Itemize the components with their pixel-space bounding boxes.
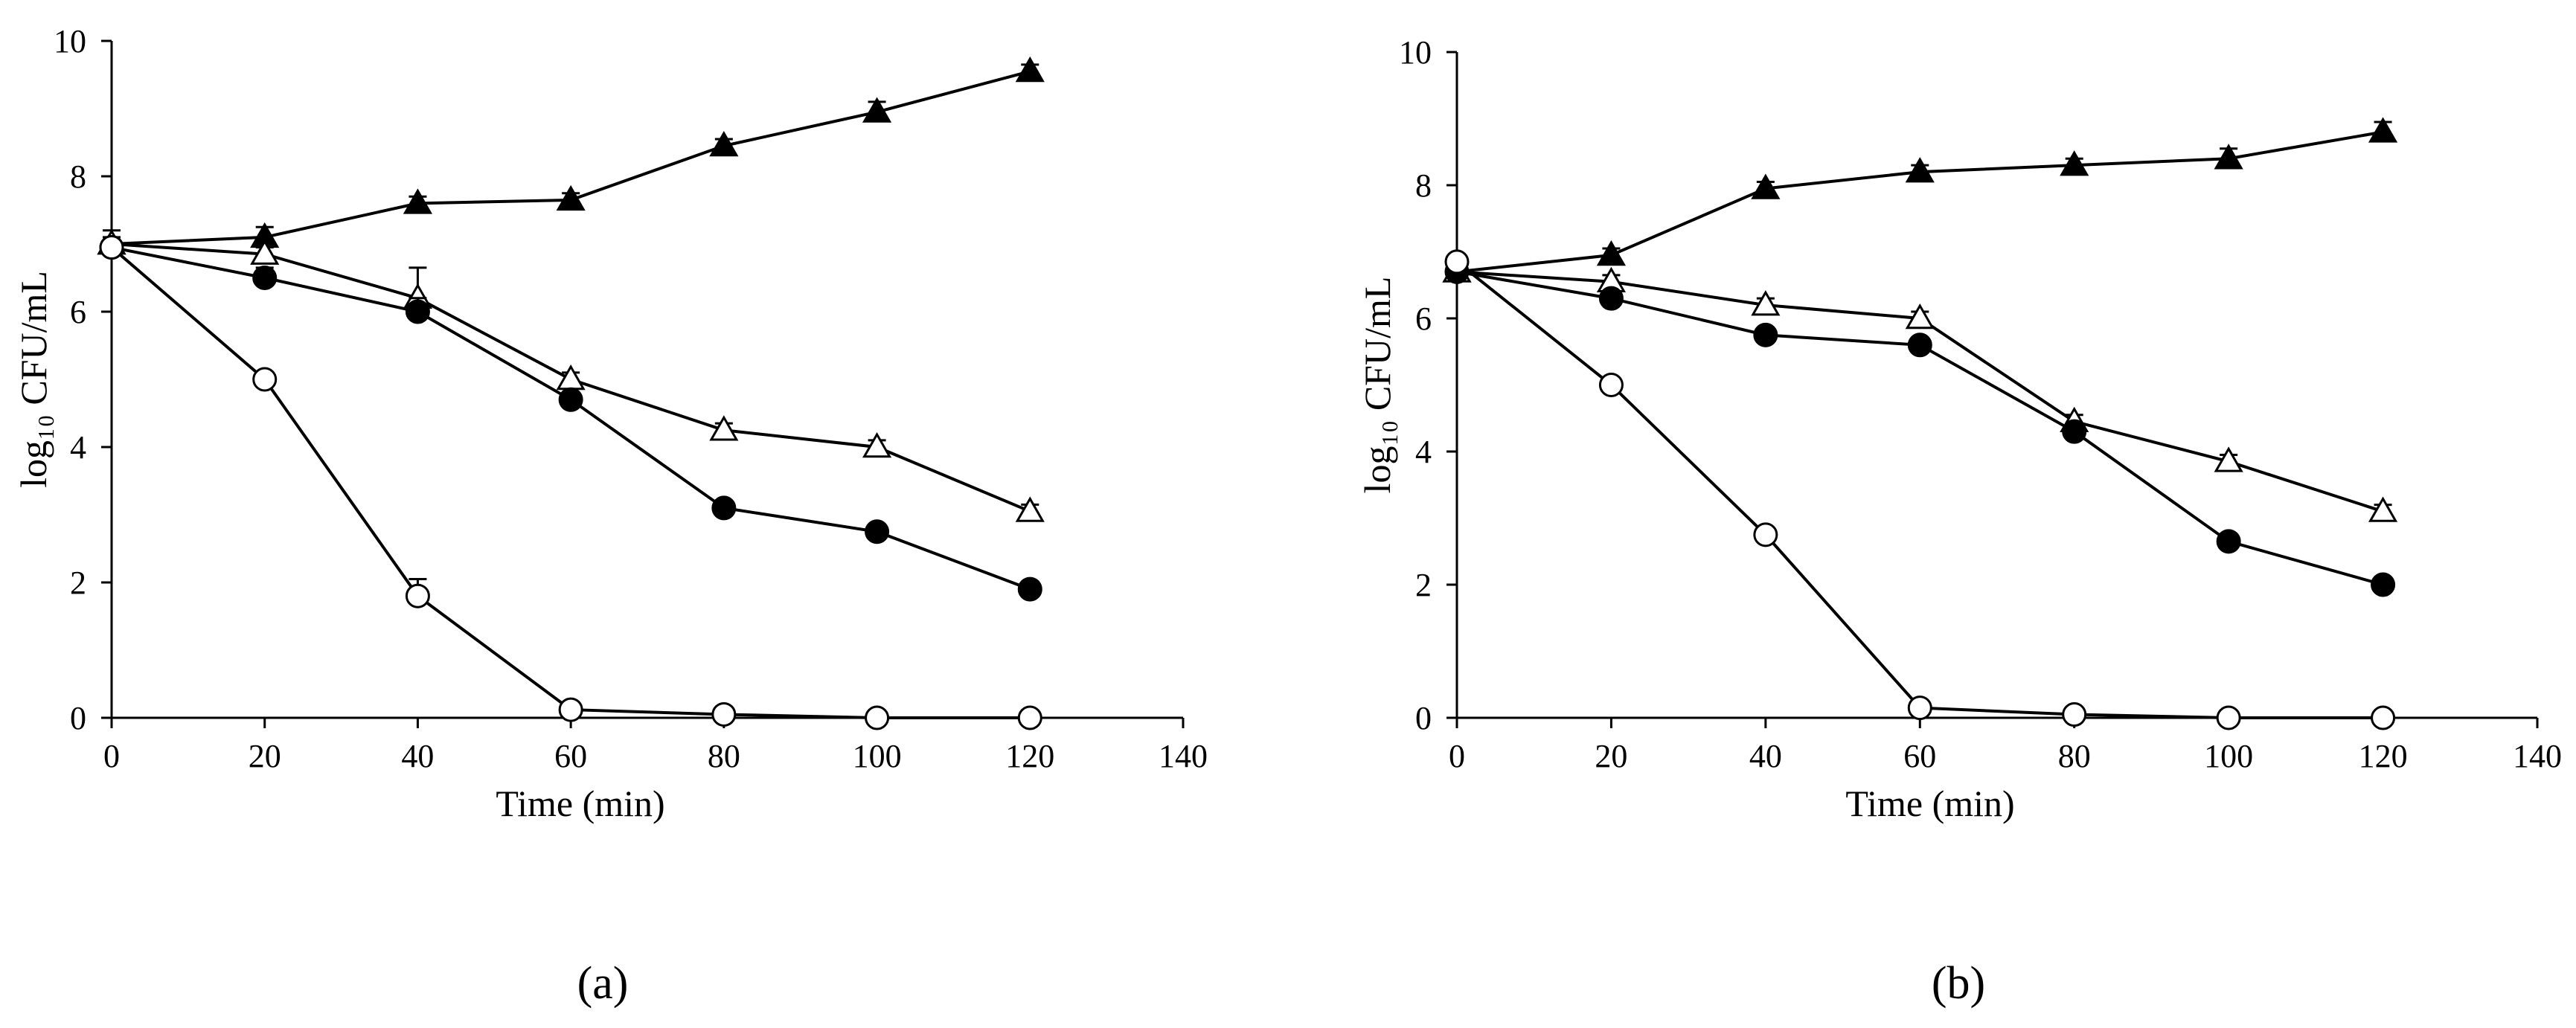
- data-point-circle: [1598, 373, 1624, 397]
- data-point-circle: [1017, 576, 1042, 602]
- y-axis-title: log₁₀ CFU/mL: [13, 271, 54, 488]
- y-tick-label: 8: [70, 158, 86, 195]
- series-line: [1455, 260, 2383, 719]
- series-open-triangle: [1442, 257, 2398, 522]
- data-point-circle: [252, 266, 278, 290]
- data-point-triangle: [2368, 496, 2398, 522]
- data-point-triangle: [1596, 240, 1627, 266]
- series-filled-circle: [99, 235, 1042, 602]
- y-tick-label: 0: [1415, 700, 1432, 736]
- data-point-triangle: [556, 184, 586, 211]
- x-tick-label: 20: [249, 738, 281, 774]
- data-point-triangle: [1905, 303, 1935, 330]
- data-point-circle: [252, 367, 278, 392]
- x-tick-label: 60: [554, 738, 587, 774]
- panel-b-chart: 0 20 40 60 80 100 120 140 0 2 4 6 8 10 Time (min) log₁₀…: [1356, 34, 2562, 1009]
- x-tick-label: 40: [401, 738, 434, 774]
- series-open-circle: [1444, 249, 2396, 730]
- data-point-triangle: [1751, 290, 1781, 316]
- panel-label: (b): [1932, 958, 1985, 1009]
- x-tick-label: 140: [2513, 738, 2562, 774]
- data-point-circle: [2062, 702, 2087, 727]
- x-tick-label: 120: [2359, 738, 2408, 774]
- data-point-circle: [711, 701, 737, 727]
- x-tick-label: 120: [1005, 738, 1054, 774]
- x-tick-label: 40: [1749, 738, 1782, 774]
- series-open-circle: [99, 235, 1042, 730]
- x-tick-label: 0: [1449, 738, 1465, 774]
- data-point-circle: [2371, 572, 2396, 597]
- series-filled-triangle: [1442, 117, 2398, 283]
- data-point-circle: [865, 519, 890, 544]
- data-point-circle: [711, 495, 737, 521]
- series-line: [1456, 130, 2383, 274]
- data-point-circle: [1598, 286, 1624, 311]
- y-tick-label: 6: [1415, 301, 1432, 337]
- series-filled-triangle: [97, 56, 1045, 255]
- data-point-triangle: [250, 239, 280, 265]
- data-point-triangle: [2214, 446, 2243, 472]
- y-axis-title: log₁₀ CFU/mL: [1356, 277, 1398, 494]
- panel-label: (a): [577, 958, 629, 1009]
- data-point-circle: [2062, 419, 2087, 444]
- data-point-triangle: [2214, 144, 2243, 170]
- y-tick-label: 10: [54, 23, 86, 60]
- y-tick-label: 2: [70, 565, 86, 601]
- x-tick-label: 80: [708, 738, 740, 774]
- data-point-triangle: [1905, 157, 1935, 183]
- series-line: [111, 245, 1031, 591]
- x-tick-label: 140: [1159, 738, 1208, 774]
- x-tick-label: 100: [2204, 738, 2253, 774]
- data-point-triangle: [862, 97, 892, 123]
- data-point-triangle: [709, 415, 739, 441]
- data-point-circle: [1907, 695, 1932, 721]
- data-point-triangle: [709, 131, 739, 157]
- data-point-triangle: [403, 188, 433, 214]
- data-point-circle: [558, 387, 583, 412]
- series-open-triangle: [97, 228, 1045, 522]
- data-point-circle: [865, 705, 890, 730]
- data-point-circle: [1753, 322, 1778, 347]
- y-tick-label: 10: [1399, 34, 1432, 71]
- series-filled-circle: [1444, 259, 2396, 597]
- data-point-circle: [1017, 705, 1042, 730]
- data-point-circle: [99, 235, 124, 260]
- data-point-triangle: [2368, 117, 2398, 143]
- panel-a-chart: 0 20 40 60 80 100 120 140 0 2 4 6 8 10 Time (min) log₁₀…: [13, 23, 1208, 1009]
- y-tick-label: 4: [1415, 434, 1432, 470]
- x-tick-label: 60: [1903, 738, 1936, 774]
- data-point-circle: [558, 697, 583, 722]
- x-tick-label: 20: [1595, 738, 1627, 774]
- data-point-circle: [1444, 249, 1470, 274]
- data-point-triangle: [1751, 173, 1781, 199]
- data-point-triangle: [1015, 496, 1045, 522]
- data-point-circle: [405, 583, 430, 608]
- x-axis-title: Time (min): [496, 783, 664, 824]
- series-line: [110, 246, 1031, 719]
- data-point-circle: [2371, 705, 2396, 730]
- x-tick-label: 80: [2058, 738, 2091, 774]
- y-tick-label: 0: [70, 700, 86, 736]
- data-point-triangle: [1015, 56, 1045, 83]
- data-point-triangle: [862, 431, 892, 458]
- data-point-circle: [2216, 529, 2241, 554]
- data-point-circle: [2216, 705, 2241, 730]
- data-point-triangle: [556, 364, 586, 391]
- data-point-circle: [405, 299, 430, 324]
- y-tick-label: 8: [1415, 167, 1432, 204]
- data-point-circle: [1907, 333, 1932, 358]
- data-point-circle: [1753, 522, 1778, 547]
- y-tick-label: 2: [1415, 567, 1432, 603]
- series-line: [111, 70, 1031, 245]
- data-point-triangle: [2060, 150, 2089, 176]
- y-tick-label: 6: [70, 294, 86, 330]
- x-axis-title: Time (min): [1845, 783, 2014, 824]
- y-tick-label: 4: [70, 429, 86, 466]
- x-tick-label: 100: [853, 738, 902, 774]
- x-tick-label: 0: [103, 738, 120, 774]
